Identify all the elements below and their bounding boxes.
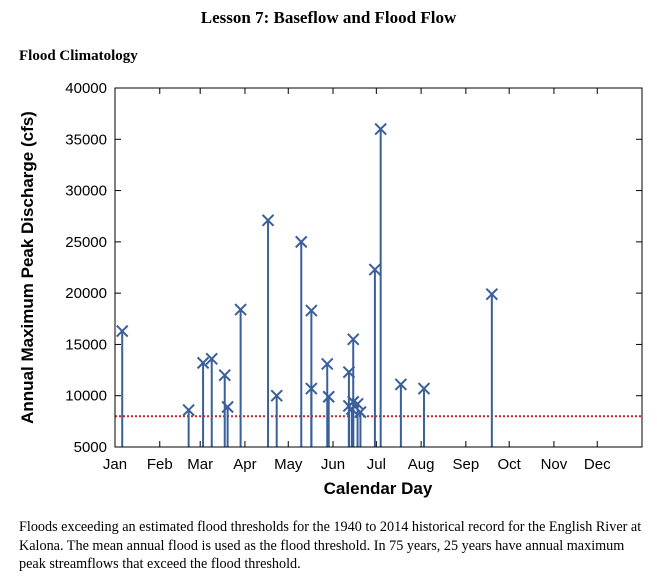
y-tick-label: 40000	[65, 80, 107, 97]
x-axis-title: Calendar Day	[324, 479, 433, 498]
y-axis-title: Annual Maximum Peak Discharge (cfs)	[18, 111, 37, 424]
data-point-marker	[270, 389, 283, 402]
data-point-marker	[417, 382, 431, 395]
data-point-marker	[196, 356, 210, 370]
data-point-marker	[305, 382, 318, 395]
x-tick-label: Jan	[103, 456, 127, 473]
x-tick-label: Mar	[187, 456, 213, 473]
y-tick-label: 25000	[65, 234, 107, 251]
data-point-marker	[116, 324, 129, 338]
x-tick-label: Apr	[233, 456, 256, 473]
data-point-marker	[485, 287, 499, 301]
y-tick-label: 5000	[74, 439, 107, 456]
plot-frame	[114, 87, 643, 448]
x-tick-label: Jun	[321, 456, 345, 473]
y-tick-label: 15000	[65, 336, 107, 353]
data-point-marker	[347, 333, 360, 346]
y-tick-label: 10000	[65, 388, 107, 405]
data-stems	[116, 122, 499, 447]
data-point-marker	[354, 405, 367, 419]
data-point-marker	[321, 357, 334, 371]
data-point-marker	[261, 214, 275, 227]
y-axis-ticks: 5000 10000 15000 20000 25000 30000 35000 40000	[65, 80, 642, 456]
x-tick-label: Sep	[453, 456, 480, 473]
data-point-marker	[374, 122, 387, 136]
x-tick-label: Aug	[408, 456, 435, 473]
x-tick-label: Dec	[584, 456, 611, 473]
y-tick-label: 20000	[65, 285, 107, 302]
x-tick-label: Jul	[367, 456, 386, 473]
data-point-marker	[218, 368, 231, 382]
data-point-marker	[234, 303, 247, 316]
lesson-title: Lesson 7: Baseflow and Flood Flow	[200, 8, 457, 27]
x-tick-label: Feb	[147, 456, 173, 473]
x-tick-label: Nov	[541, 456, 568, 473]
data-point-marker	[295, 235, 308, 249]
flood-climatology-chart: 500010000150002000025000300003500040000 …	[18, 80, 643, 498]
x-tick-label: May	[274, 456, 303, 473]
data-point-marker	[205, 352, 218, 365]
x-tick-label: Oct	[497, 456, 521, 473]
data-point-marker	[368, 263, 382, 276]
data-point-marker	[182, 403, 195, 417]
data-point-marker	[394, 378, 408, 391]
data-point-marker	[322, 390, 335, 403]
y-tick-label: 35000	[65, 131, 107, 148]
data-point-marker	[221, 400, 234, 414]
section-title: Flood Climatology	[19, 48, 138, 64]
x-axis-ticks: Jan Feb Mar Apr May Jun Jul Aug Sep Oct Nov Dec	[103, 88, 611, 473]
data-point-marker	[351, 397, 364, 411]
figure-caption: Floods exceeding an estimated flood thre…	[19, 519, 642, 572]
data-point-marker	[305, 304, 318, 317]
y-tick-label: 30000	[65, 183, 107, 200]
